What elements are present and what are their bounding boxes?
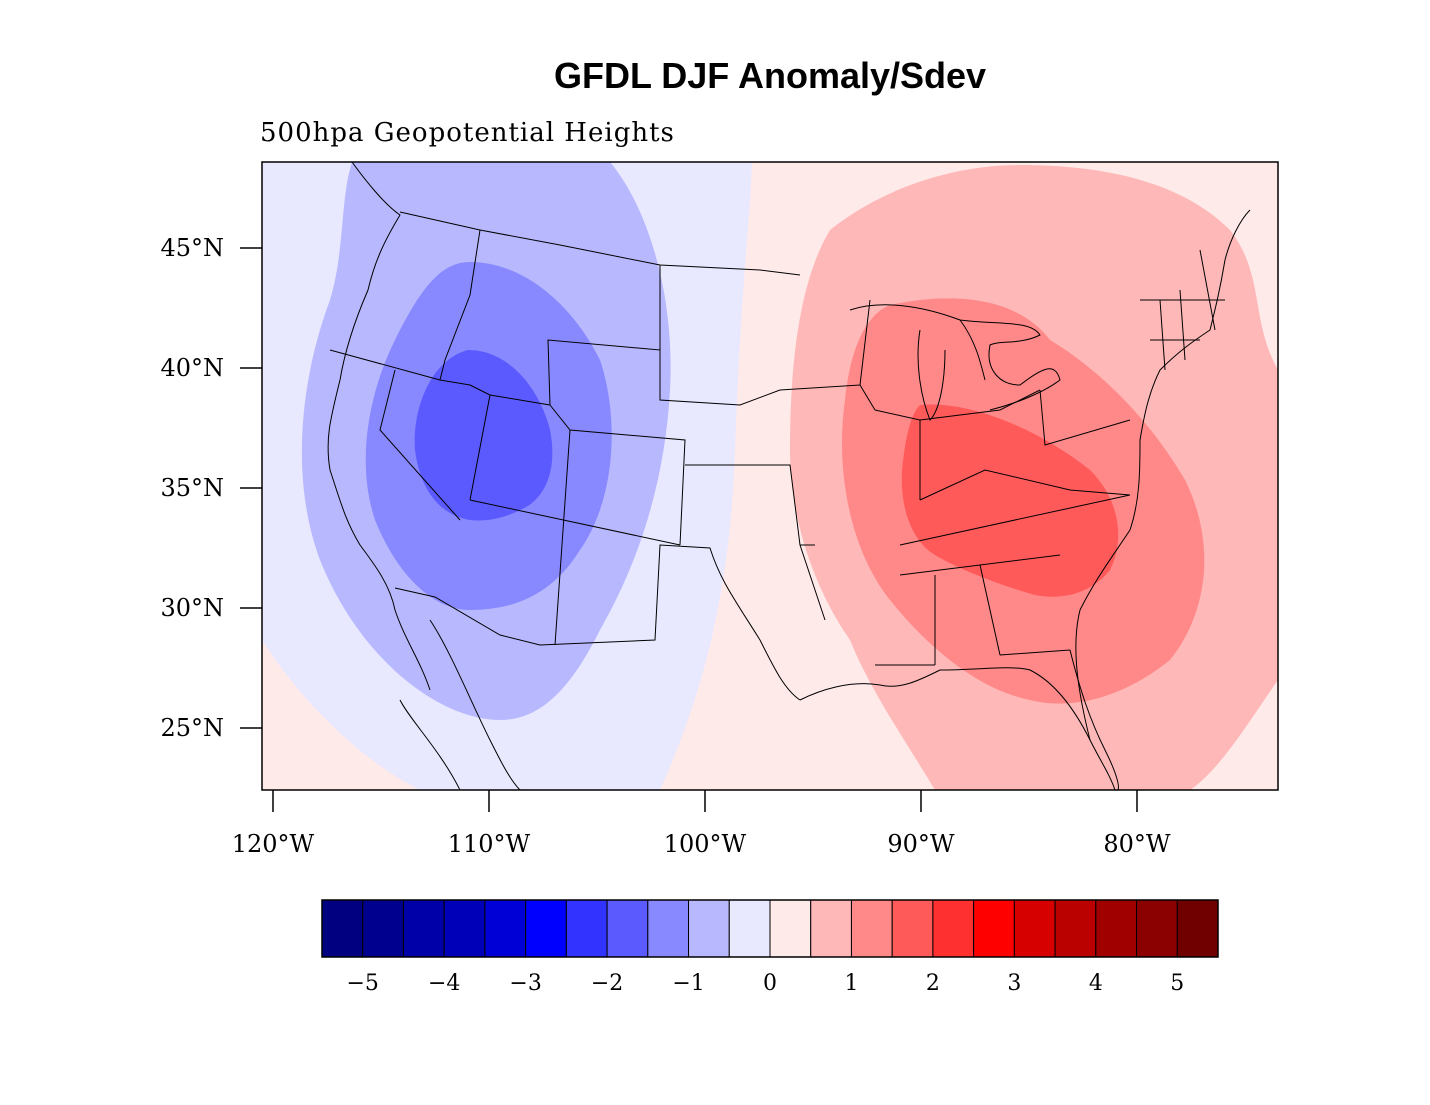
colorbar-box	[1095, 899, 1138, 958]
map-title: GFDL DJF Anomaly/Sdev	[553, 55, 987, 96]
colorbar-box	[932, 899, 975, 958]
geographic-outlines	[327, 162, 1251, 790]
colorbar-box	[973, 899, 1015, 958]
colorbar	[321, 899, 1219, 958]
contour-fill	[262, 162, 1278, 790]
colorbar-box	[688, 899, 730, 958]
mexico-border	[394, 544, 801, 701]
colorbar-box	[1013, 899, 1056, 958]
colorbar-box	[525, 899, 567, 958]
colorbar-box	[769, 899, 812, 958]
colorbar-box	[891, 899, 934, 958]
colorbar-box	[810, 899, 852, 958]
lat-tick-label: 35°N	[160, 474, 224, 502]
colorbar-box	[728, 899, 771, 958]
lon-tick-label: 80°W	[1103, 830, 1171, 858]
lon-tick-label: 120°W	[232, 830, 315, 858]
colorbar-box	[850, 899, 893, 958]
colorbar-box	[606, 899, 649, 958]
lat-tick-label: 45°N	[160, 234, 224, 262]
lon-tick-label: 100°W	[664, 830, 747, 858]
level-pos-1.5-2	[901, 404, 1119, 597]
new-england	[1140, 249, 1225, 371]
colorbar-tick-label: 4	[1089, 971, 1103, 996]
colorbar-tick-label: −5	[347, 971, 379, 996]
lat-tick-label: 25°N	[160, 714, 224, 742]
lat-tick-label: 40°N	[160, 354, 224, 382]
colorbar-tick-label: 3	[1007, 971, 1021, 996]
colorbar-box	[647, 899, 690, 958]
level-neg-0-0.5-corner	[262, 640, 420, 790]
colorbar-labels: −5 −4 −3 −2 −1 0 1 2 3 4 5	[347, 971, 1185, 996]
colorbar-tick-label: −2	[591, 971, 623, 996]
florida	[1069, 649, 1119, 790]
colorbar-frame	[321, 899, 1219, 958]
atlantic-coastline	[1075, 209, 1251, 741]
colorbar-tick-label: −3	[509, 971, 541, 996]
colorbar-box	[443, 899, 486, 958]
colorbar-tick-label: 2	[926, 971, 940, 996]
plot-frame	[261, 161, 1279, 791]
great-lakes	[849, 304, 1061, 421]
lon-tick-label: 110°W	[448, 830, 531, 858]
colorbar-box	[565, 899, 608, 958]
lon-tick-label: 90°W	[887, 830, 955, 858]
colorbar-tick-label: −1	[672, 971, 704, 996]
colorbar-box	[484, 899, 527, 958]
colorbar-tick-label: 1	[844, 971, 858, 996]
gulf-coastline	[799, 667, 1116, 790]
map-subtitle: 500hpa Geopotential Heights	[260, 118, 675, 148]
colorbar-box	[1054, 899, 1097, 958]
colorbar-tick-label: −4	[428, 971, 460, 996]
level-neg-1.5-2	[414, 350, 553, 521]
colorbar-box	[362, 899, 404, 958]
longitude-axis: 120°W 110°W 100°W 90°W 80°W	[232, 790, 1171, 858]
colorbar-box	[321, 899, 364, 958]
colorbar-box	[402, 899, 445, 958]
baja-peninsula	[399, 619, 521, 790]
colorbar-box	[1136, 899, 1178, 958]
lat-tick-label: 30°N	[160, 594, 224, 622]
latitude-axis: 45°N 40°N 35°N 30°N 25°N	[160, 234, 262, 742]
colorbar-tick-label: 0	[763, 971, 777, 996]
pacific-coastline	[327, 162, 431, 691]
colorbar-tick-label: 5	[1170, 971, 1184, 996]
colorbar-box	[1176, 899, 1219, 958]
state-lines	[329, 229, 1131, 666]
canada-border	[399, 211, 801, 276]
